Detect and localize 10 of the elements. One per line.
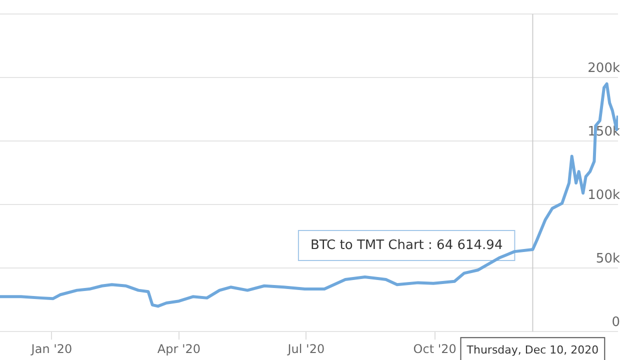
x-tick-label: Apr '20 (157, 342, 201, 356)
ref-line-label: Thursday, Dec 10, 2020 (466, 343, 599, 356)
x-tick-label: Jan '20 (30, 342, 72, 356)
x-tick-label: Jul '20 (286, 342, 325, 356)
y-tick-label: 200k (588, 60, 620, 76)
y-tick-label: 50k (596, 251, 620, 266)
x-tick-label: Oct '20 (413, 342, 456, 356)
y-tick-label: 100k (588, 188, 620, 203)
y-tick-label: 0 (612, 314, 620, 330)
annotation: BTC to TMT Chart : 64 614.94 (310, 238, 503, 253)
